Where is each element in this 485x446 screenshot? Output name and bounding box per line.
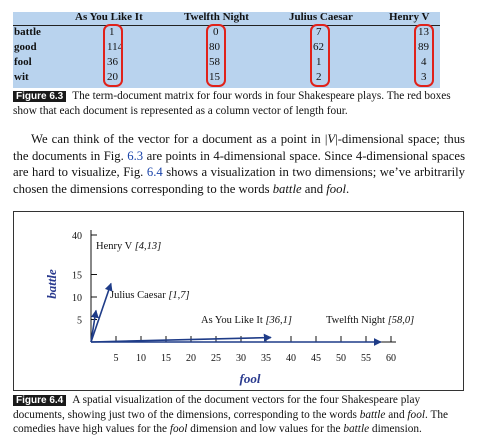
figure-reference-link[interactable]: 6.3 <box>127 148 144 163</box>
y-tick-label: 40 <box>72 231 82 242</box>
table-cell: 80 <box>209 41 220 53</box>
x-tick-label: 15 <box>161 353 171 364</box>
caption-text: and <box>385 409 408 421</box>
column-vector-highlight <box>414 24 434 87</box>
figure-reference-link[interactable]: 6.4 <box>146 165 163 179</box>
figure-label: Figure 6.4 <box>13 395 67 406</box>
x-tick-label: 10 <box>136 353 146 364</box>
figure-caption: Figure 6.4 A spatial visualization of the… <box>13 393 471 436</box>
figure-6-4-frame: 5 10 15 20 25 30 35 40 45 50 55 60 5 10 15 40 fool battle… <box>13 211 464 391</box>
text-run: shows a visualization in two dimensions;… <box>13 165 465 196</box>
x-tick-label: 60 <box>386 353 396 364</box>
table-cell: 62 <box>313 41 324 53</box>
y-tick-label: 5 <box>77 316 82 327</box>
point-label: Twelfth Night [58,0] <box>326 315 414 326</box>
point-label: Julius Caesar [1,7] <box>110 290 190 301</box>
body-paragraph: We can think of the vector for a documen… <box>13 131 465 197</box>
row-label: good <box>14 41 37 53</box>
table-cell: 3 <box>421 71 427 83</box>
table-cell: 15 <box>209 71 220 83</box>
caption-text: dimension. <box>369 423 422 435</box>
table-cell: 1 <box>316 56 322 68</box>
text-run: battle <box>272 181 302 196</box>
term-document-matrix: As You Like It Twelfth Night Julius Caes… <box>13 11 440 88</box>
table-cell: 58 <box>209 56 220 68</box>
y-axis-label: battle <box>44 269 59 299</box>
table-cell: 0 <box>213 26 219 38</box>
figure-label: Figure 6.3 <box>13 91 67 102</box>
column-vector-highlight <box>103 24 123 87</box>
point-label: As You Like It [36,1] <box>201 315 292 326</box>
table-cell: 20 <box>107 71 118 83</box>
text-run: fool <box>326 181 347 196</box>
document-vector-arrow <box>90 282 113 343</box>
document-vector-arrow <box>90 309 99 343</box>
x-tick-label: 20 <box>186 353 196 364</box>
x-tick-label: 55 <box>361 353 371 364</box>
x-tick-label: 35 <box>261 353 271 364</box>
caption-text: . The comedies have high values for the <box>13 409 449 435</box>
document-vector-plot: 5 10 15 20 25 30 35 40 45 50 55 60 5 10 15 40 fool battle… <box>44 230 414 386</box>
row-label: wit <box>14 71 29 83</box>
table-cell: 89 <box>418 41 429 53</box>
caption-text: fool <box>169 423 188 435</box>
y-tick-label: 15 <box>72 271 82 282</box>
x-axis-label: fool <box>240 371 261 386</box>
text-run: are points in 4-dimensional space. Since… <box>13 148 466 180</box>
y-tick-label: 10 <box>72 293 82 304</box>
caption-text: battle <box>359 409 386 421</box>
column-header: Twelfth Night <box>184 11 249 23</box>
text-run: V <box>327 132 336 146</box>
x-tick-label: 30 <box>236 353 246 364</box>
row-label: battle <box>14 26 41 38</box>
x-tick-label: 50 <box>336 353 346 364</box>
column-header: Julius Caesar <box>289 11 353 23</box>
column-vector-highlight <box>206 24 226 87</box>
caption-text: fool <box>407 409 425 421</box>
header-rule <box>13 25 440 26</box>
text-run: We can think of the vector for a documen… <box>31 132 328 146</box>
caption-text: dimension and low values for the <box>187 423 344 435</box>
point-label: Henry V [4,13] <box>96 241 161 252</box>
column-header: As You Like It <box>75 11 143 23</box>
row-label: fool <box>14 56 32 68</box>
text-run: . <box>346 181 350 196</box>
x-tick-label: 5 <box>114 353 119 364</box>
table-cell: 1 <box>109 26 115 38</box>
table-cell: 114 <box>107 41 124 53</box>
table-cell: 7 <box>316 26 322 38</box>
x-tick-label: 45 <box>311 353 321 364</box>
table-cell: 36 <box>107 56 118 68</box>
column-vector-highlight <box>310 24 330 87</box>
figure-caption: Figure 6.3 The term-document matrix for f… <box>13 89 471 118</box>
table-cell: 2 <box>316 71 322 83</box>
column-header: Henry V <box>389 11 430 23</box>
text-run: |-dimensional space; thus the documents … <box>13 132 465 163</box>
table-cell: 4 <box>421 56 427 68</box>
caption-text: The term-document matrix for four words … <box>13 90 451 117</box>
text-run: and <box>301 181 327 196</box>
table-cell: 13 <box>418 26 429 38</box>
x-tick-label: 25 <box>211 353 221 364</box>
caption-text: A spatial visualization of the document … <box>13 394 421 421</box>
caption-text: battle <box>343 423 370 435</box>
x-tick-label: 40 <box>286 353 296 364</box>
